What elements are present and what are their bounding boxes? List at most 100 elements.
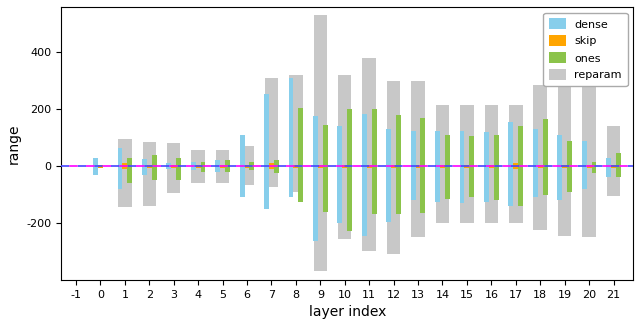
Bar bbox=[465, 165, 469, 166]
Bar bbox=[372, 109, 376, 166]
Bar bbox=[314, 166, 327, 271]
Bar bbox=[220, 166, 225, 168]
Bar bbox=[587, 166, 591, 168]
Bar bbox=[412, 81, 425, 166]
Bar bbox=[348, 109, 352, 166]
Bar bbox=[289, 166, 303, 192]
Bar bbox=[167, 166, 180, 193]
Bar bbox=[172, 165, 176, 166]
Bar bbox=[143, 166, 156, 206]
Bar bbox=[567, 141, 572, 166]
Legend: dense, skip, ones, reparam: dense, skip, ones, reparam bbox=[543, 12, 627, 86]
Bar bbox=[567, 166, 572, 192]
Bar bbox=[411, 166, 415, 200]
Bar bbox=[387, 81, 401, 166]
Bar bbox=[240, 166, 244, 197]
Bar bbox=[215, 166, 220, 172]
Bar bbox=[122, 163, 127, 166]
Bar bbox=[362, 166, 367, 236]
Bar bbox=[98, 166, 103, 168]
Bar bbox=[338, 75, 351, 166]
Bar bbox=[557, 166, 562, 200]
Bar bbox=[391, 166, 396, 168]
Bar bbox=[436, 166, 449, 223]
Bar bbox=[460, 131, 465, 166]
Bar bbox=[152, 155, 157, 166]
Bar bbox=[484, 166, 498, 223]
Bar bbox=[538, 166, 543, 168]
Bar bbox=[118, 148, 122, 166]
Bar bbox=[265, 78, 278, 166]
Bar bbox=[93, 166, 98, 175]
Bar bbox=[582, 166, 596, 237]
Bar bbox=[562, 165, 567, 166]
Bar bbox=[318, 165, 323, 166]
Bar bbox=[294, 165, 298, 166]
Bar bbox=[607, 126, 620, 166]
Bar bbox=[587, 165, 591, 166]
Bar bbox=[533, 166, 538, 197]
Bar bbox=[244, 165, 250, 166]
Bar bbox=[240, 166, 253, 185]
Bar bbox=[591, 162, 596, 166]
Bar bbox=[387, 129, 391, 166]
Bar bbox=[338, 166, 351, 239]
Bar bbox=[323, 166, 328, 212]
Bar bbox=[289, 75, 303, 166]
Bar bbox=[191, 151, 205, 166]
Bar bbox=[147, 166, 152, 168]
Bar bbox=[318, 166, 323, 168]
Bar bbox=[606, 157, 611, 166]
Bar bbox=[607, 166, 620, 196]
Bar bbox=[166, 166, 172, 169]
Bar bbox=[543, 166, 548, 195]
Bar bbox=[616, 153, 621, 166]
Bar bbox=[489, 166, 494, 168]
Bar bbox=[274, 160, 279, 166]
Bar bbox=[176, 166, 181, 180]
Bar bbox=[616, 166, 621, 177]
Bar bbox=[127, 166, 132, 183]
Bar bbox=[420, 166, 426, 213]
Bar bbox=[494, 166, 499, 200]
Bar bbox=[582, 85, 596, 166]
Bar bbox=[387, 166, 391, 221]
Bar bbox=[509, 105, 522, 166]
Bar bbox=[484, 132, 489, 166]
Bar bbox=[411, 131, 415, 166]
Bar bbox=[122, 166, 127, 169]
Bar bbox=[348, 166, 352, 231]
X-axis label: layer index: layer index bbox=[308, 305, 386, 319]
Bar bbox=[323, 125, 328, 166]
Bar bbox=[167, 143, 180, 166]
Bar bbox=[216, 151, 229, 166]
Bar bbox=[435, 131, 440, 166]
Y-axis label: range: range bbox=[7, 123, 21, 164]
Bar bbox=[518, 166, 523, 206]
Bar bbox=[127, 157, 132, 166]
Bar bbox=[250, 162, 254, 166]
Bar bbox=[372, 166, 376, 215]
Bar bbox=[147, 165, 152, 166]
Bar bbox=[538, 165, 543, 166]
Bar bbox=[118, 139, 132, 166]
Bar bbox=[269, 163, 274, 166]
Bar bbox=[440, 166, 445, 168]
Bar bbox=[172, 166, 176, 168]
Bar bbox=[484, 105, 498, 166]
Bar bbox=[298, 166, 303, 201]
Bar bbox=[562, 166, 567, 168]
Bar bbox=[196, 166, 200, 168]
Bar bbox=[240, 135, 244, 166]
Bar bbox=[216, 166, 229, 183]
Bar bbox=[269, 166, 274, 169]
Bar bbox=[337, 166, 342, 223]
Bar bbox=[367, 165, 372, 166]
Bar bbox=[420, 118, 426, 166]
Bar bbox=[362, 166, 376, 251]
Bar bbox=[274, 166, 279, 173]
Bar bbox=[445, 135, 450, 166]
Bar bbox=[396, 115, 401, 166]
Bar bbox=[265, 166, 278, 187]
Bar bbox=[225, 166, 230, 172]
